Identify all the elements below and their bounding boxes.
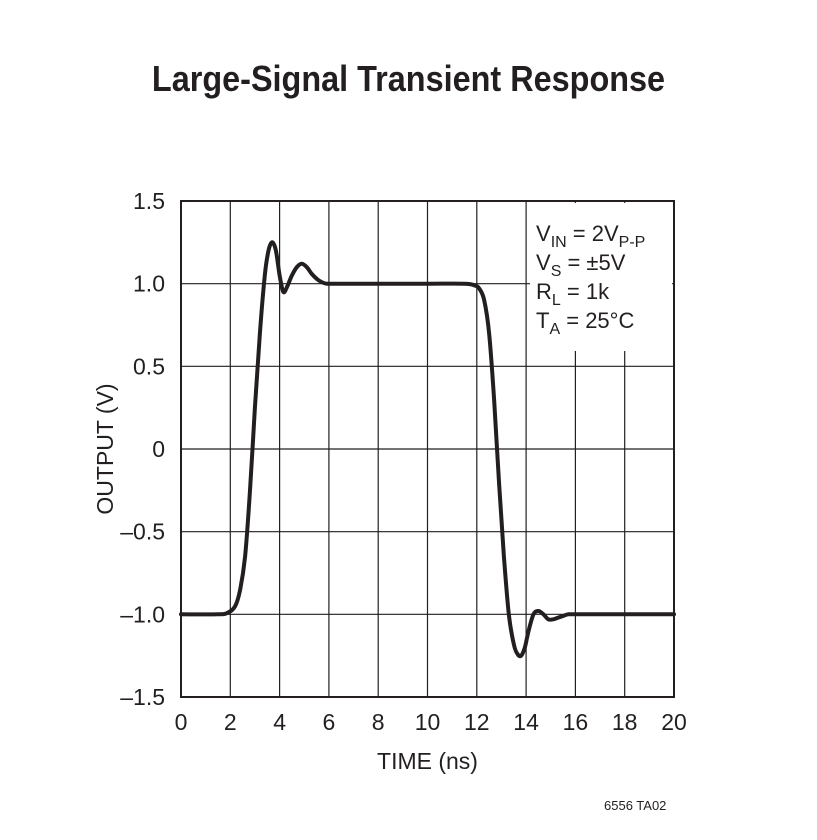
condition-symbol: V <box>536 250 551 275</box>
x-tick-label: 10 <box>415 709 441 735</box>
condition-value: = 25°C <box>560 308 634 333</box>
condition-value: = ±5V <box>561 250 625 275</box>
x-tick-label: 2 <box>224 709 237 735</box>
condition-symbol: T <box>536 308 549 333</box>
y-tick-label: 1.0 <box>133 271 165 297</box>
y-tick-label: 0 <box>152 436 165 462</box>
condition-symbol: R <box>536 279 552 304</box>
condition-subscript: IN <box>551 234 567 251</box>
y-tick-label: 1.5 <box>133 188 165 214</box>
plot-frame <box>180 200 675 698</box>
legend-box <box>530 203 672 351</box>
condition-symbol: V <box>536 221 551 246</box>
x-tick-label: 0 <box>175 709 188 735</box>
x-tick-label: 20 <box>661 709 687 735</box>
y-tick-label: –1.5 <box>120 684 165 710</box>
y-tick-label: 0.5 <box>133 353 165 379</box>
y-tick-labels: 1.5 1.0 0.5 0 –0.5 –1.0 –1.5 <box>120 188 165 710</box>
condition-line: VIN = 2VP-P <box>536 221 645 251</box>
y-tick-label: –0.5 <box>120 519 165 545</box>
condition-subscript: A <box>549 321 560 338</box>
x-tick-label: 4 <box>273 709 286 735</box>
x-tick-label: 18 <box>612 709 638 735</box>
x-tick-label: 12 <box>464 709 490 735</box>
series-line-0 <box>179 240 676 659</box>
condition-subscript: S <box>551 263 562 280</box>
chart-title: Large-Signal Transient Response <box>151 58 666 99</box>
series-layer <box>179 240 676 659</box>
y-tick-label: –1.0 <box>120 601 165 627</box>
x-tick-label: 14 <box>513 709 539 735</box>
condition-value: = 2V <box>567 221 619 246</box>
x-tick-labels: 0 2 4 6 8 10 12 14 16 18 20 <box>175 709 687 735</box>
figure-code: 6556 TA02 <box>604 798 667 813</box>
x-axis-title: TIME (ns) <box>377 748 478 774</box>
x-tick-label: 6 <box>323 709 336 735</box>
y-axis-title: OUTPUT (V) <box>92 383 118 514</box>
condition-line: VS = ±5V <box>536 250 626 280</box>
condition-line: RL = 1k <box>536 279 610 309</box>
condition-line: TA = 25°C <box>536 308 634 338</box>
condition-subscript: L <box>552 292 561 309</box>
condition-value: = 1k <box>561 279 610 304</box>
condition-value-subscript: P-P <box>619 234 646 251</box>
x-tick-label: 16 <box>563 709 589 735</box>
x-tick-label: 8 <box>372 709 385 735</box>
